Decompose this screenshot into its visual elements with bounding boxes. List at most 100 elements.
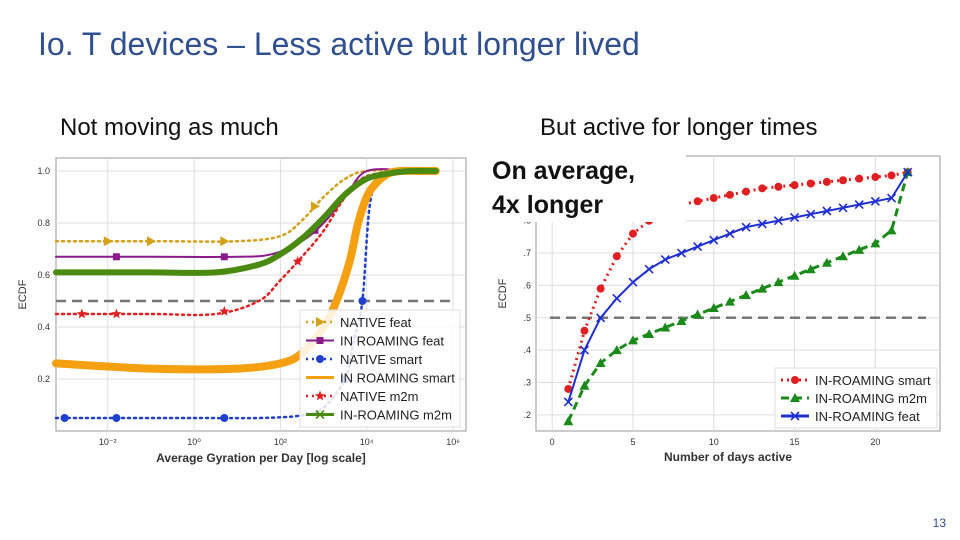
y-tick-label: .2 bbox=[523, 410, 531, 420]
legend-label: IN-ROAMING smart bbox=[815, 373, 931, 388]
legend-label: NATIVE smart bbox=[340, 352, 422, 367]
series-marker bbox=[806, 209, 816, 219]
series-marker bbox=[822, 177, 831, 186]
series-marker bbox=[822, 206, 832, 216]
y-tick-label: .6 bbox=[523, 280, 531, 290]
left-subtitle: Not moving as much bbox=[60, 114, 279, 141]
legend-label: IN-ROAMING m2m bbox=[815, 391, 927, 406]
series-marker bbox=[111, 308, 122, 319]
y-tick-label: 0.6 bbox=[37, 270, 50, 280]
legend-label: IN ROAMING smart bbox=[340, 371, 455, 386]
series-marker bbox=[644, 264, 654, 274]
y-tick-label: .7 bbox=[523, 248, 531, 258]
series-marker bbox=[855, 174, 864, 183]
series-marker bbox=[871, 173, 880, 182]
x-tick-label: 10⁶ bbox=[446, 437, 460, 447]
series-marker bbox=[724, 296, 735, 306]
series-marker bbox=[870, 196, 880, 206]
x-axis-label: Average Gyration per Day [log scale] bbox=[156, 451, 366, 465]
series-marker bbox=[310, 201, 320, 212]
series-marker bbox=[709, 235, 719, 245]
series-marker bbox=[76, 308, 88, 319]
series-marker bbox=[758, 184, 767, 193]
series-marker bbox=[854, 199, 864, 210]
gyration-ecdf-chart: 10⁻² 10⁰ 10² 10⁴ 10⁶ 0.2 0.4 0.6 0.8 1.0 NATIVE fe… bbox=[17, 157, 467, 465]
x-tick-label: 10 bbox=[709, 437, 719, 447]
series-marker bbox=[292, 256, 303, 266]
x-tick-label: 20 bbox=[870, 437, 880, 447]
series-marker bbox=[112, 414, 121, 422]
series-line bbox=[53, 167, 439, 276]
legend-label: NATIVE feat bbox=[340, 315, 412, 330]
series-marker bbox=[757, 219, 767, 229]
series-marker bbox=[220, 236, 230, 247]
series-marker bbox=[627, 335, 638, 345]
series-marker bbox=[708, 303, 719, 313]
series-marker bbox=[725, 190, 734, 199]
series-marker bbox=[660, 254, 670, 265]
series-marker bbox=[805, 264, 816, 274]
series-marker bbox=[358, 297, 367, 305]
series-marker bbox=[693, 242, 703, 252]
series-marker bbox=[789, 270, 800, 280]
callout-line-2: 4x longer bbox=[492, 191, 604, 219]
page-number: 13 bbox=[932, 516, 946, 530]
legend-label: IN ROAMING feat bbox=[340, 334, 444, 349]
series-marker bbox=[725, 229, 735, 239]
x-tick-label: 10⁻² bbox=[99, 437, 117, 447]
legend-label: NATIVE m2m bbox=[340, 389, 419, 404]
legend-marker bbox=[314, 390, 326, 401]
series-marker bbox=[660, 322, 671, 332]
x-tick-label: 0 bbox=[550, 437, 555, 447]
x-tick-label: 10⁰ bbox=[187, 437, 201, 447]
legend-label: IN-ROAMING m2m bbox=[340, 408, 452, 423]
series-marker bbox=[579, 380, 590, 390]
series-marker bbox=[611, 345, 622, 355]
y-tick-label: 1.0 bbox=[37, 166, 50, 176]
series-marker bbox=[219, 305, 230, 316]
x-tick-label: 10² bbox=[274, 437, 287, 447]
series-marker bbox=[886, 225, 897, 235]
series-marker bbox=[789, 212, 800, 223]
callout-box: On average, 4x longer bbox=[488, 154, 686, 222]
series-marker bbox=[596, 313, 606, 323]
y-tick-label: .5 bbox=[523, 313, 531, 323]
series-marker bbox=[595, 358, 606, 368]
series-line bbox=[567, 171, 909, 403]
series-marker bbox=[774, 182, 783, 191]
series-marker bbox=[854, 244, 865, 254]
series-marker bbox=[612, 293, 622, 303]
legend-marker bbox=[791, 376, 799, 384]
y-axis-label: ECDF bbox=[497, 278, 509, 308]
series-marker bbox=[693, 197, 702, 206]
series-marker bbox=[709, 194, 718, 203]
series-marker bbox=[838, 251, 849, 261]
series-marker bbox=[773, 277, 784, 287]
y-axis-label: ECDF bbox=[17, 279, 29, 309]
y-tick-label: 0.8 bbox=[37, 218, 50, 228]
slide-title: Io. T devices – Less active but longer l… bbox=[38, 26, 640, 62]
series-marker bbox=[870, 238, 881, 248]
series-marker bbox=[838, 203, 848, 213]
series-marker bbox=[773, 216, 783, 226]
series-line bbox=[54, 169, 412, 243]
y-tick-label: .3 bbox=[523, 377, 531, 387]
callout-line-1: On average, bbox=[492, 157, 636, 185]
series-marker bbox=[146, 236, 156, 247]
right-subtitle: But active for longer times bbox=[540, 114, 818, 141]
series-marker bbox=[839, 176, 848, 185]
series-marker bbox=[741, 222, 751, 232]
series-marker bbox=[790, 181, 799, 190]
legend-marker bbox=[790, 411, 800, 421]
series-marker bbox=[821, 257, 832, 267]
legend-box bbox=[299, 309, 461, 428]
legend-marker bbox=[315, 409, 325, 420]
series-marker bbox=[628, 277, 638, 287]
series-marker bbox=[580, 326, 589, 335]
series-marker bbox=[220, 253, 228, 261]
series-marker bbox=[564, 384, 573, 393]
series-marker bbox=[220, 414, 229, 422]
x-tick-label: 10⁴ bbox=[360, 437, 374, 447]
series-marker bbox=[903, 167, 913, 177]
series-marker bbox=[644, 328, 655, 338]
